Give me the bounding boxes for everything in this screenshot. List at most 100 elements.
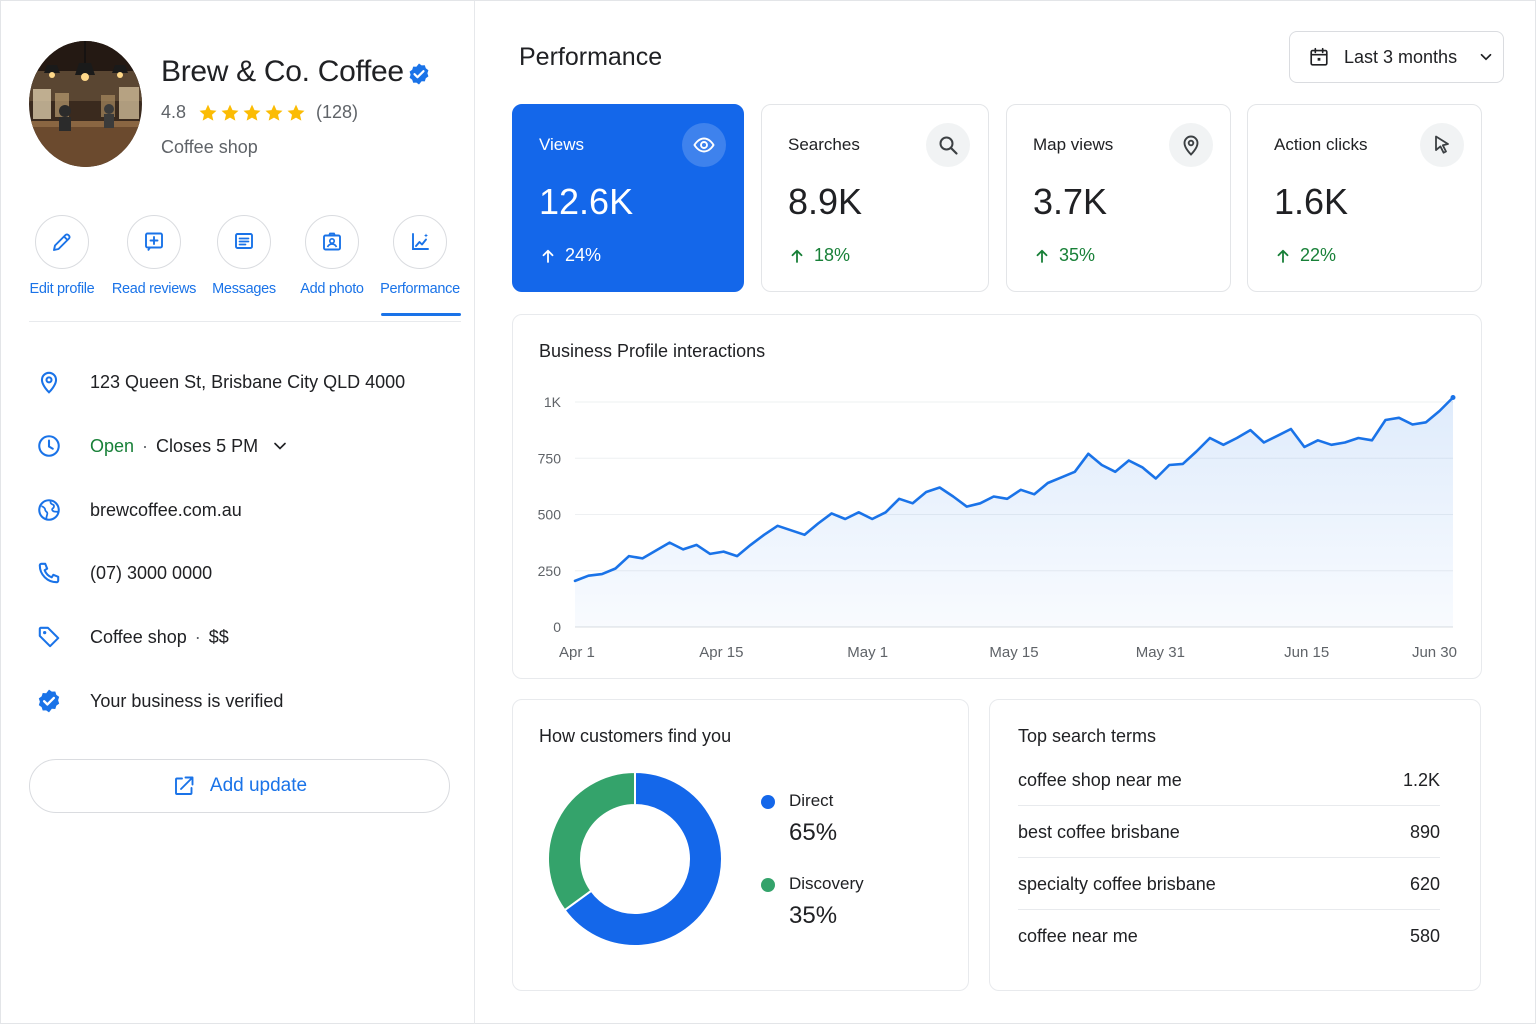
metric-label: Views <box>539 135 585 154</box>
action-label: Add photo <box>300 281 364 297</box>
message-icon <box>235 233 253 249</box>
legend-name: Discovery <box>789 874 864 893</box>
donut-title: How customers find you <box>539 726 732 746</box>
hours-text: Open · Closes 5 PM <box>90 435 259 456</box>
location-pin-icon <box>40 371 58 394</box>
pencil-icon <box>53 233 71 251</box>
metric-value: 1.6K <box>1274 181 1349 222</box>
y-tick-label: 250 <box>538 563 562 579</box>
chevron-down-icon <box>1480 53 1492 61</box>
arrow-up-icon <box>542 249 554 263</box>
metric-label: Map views <box>1033 135 1114 154</box>
search-term-count: 1.2K <box>1402 770 1440 790</box>
action-label: Read reviews <box>111 281 197 297</box>
search-term-row: coffee shop near me 1.2K <box>1018 770 1440 822</box>
row-divider <box>1018 909 1440 910</box>
quick-actions: Edit profile Read reviews Messages Add p… <box>17 215 467 315</box>
verified-check-icon <box>409 63 429 85</box>
rating-value: 4.8 <box>161 102 187 122</box>
donut-slice-discovery[interactable] <box>547 770 636 912</box>
x-tick-label: Apr 1 <box>559 644 595 661</box>
category-row[interactable]: Coffee shop · $$ <box>35 622 455 652</box>
x-tick-label: May 15 <box>989 644 1038 661</box>
arrow-up-icon <box>791 249 803 263</box>
verified-row: Your business is verified <box>35 686 455 716</box>
closing-time: Closes 5 PM <box>156 435 259 456</box>
metric-label: Action clicks <box>1274 135 1368 154</box>
add-photo-button[interactable]: Add photo <box>287 215 377 297</box>
search-term-count: 580 <box>1409 926 1440 946</box>
search-term-row: specialty coffee brisbane 620 <box>1018 874 1440 926</box>
read-reviews-button[interactable]: Read reviews <box>109 215 199 297</box>
website-row[interactable]: brewcoffee.com.au <box>35 495 455 525</box>
legend-value: 65% <box>789 819 838 846</box>
legend-name: Direct <box>789 791 834 810</box>
series-line <box>573 396 1455 583</box>
y-tick-label: 500 <box>538 507 562 523</box>
star-icon <box>265 104 283 121</box>
metric-card-views[interactable]: Views 12.6K 24% <box>512 104 744 292</box>
y-tick-label: 1K <box>544 394 562 410</box>
eye-icon <box>693 137 715 153</box>
row-divider <box>1018 857 1440 858</box>
page-title: Performance <box>519 43 663 71</box>
performance-tab-button[interactable]: Performance <box>375 215 465 297</box>
interactions-chart-card: Business Profile interactions 0 250 500 750… <box>512 314 1482 679</box>
x-tick-label: Jun 15 <box>1284 644 1329 661</box>
legend-value: 35% <box>789 902 838 929</box>
address-row[interactable]: 123 Queen St, Brisbane City QLD 4000 <box>35 367 455 397</box>
metric-card-searches[interactable]: Searches 8.9K 18% <box>761 104 989 292</box>
search-term: coffee shop near me <box>1018 770 1182 790</box>
business-name: Brew & Co. Coffee <box>161 55 404 88</box>
x-tick-label: May 1 <box>847 644 888 661</box>
y-tick-label: 0 <box>553 619 561 635</box>
business-photo-avatar[interactable] <box>29 41 142 167</box>
phone-text[interactable]: (07) 3000 0000 <box>90 562 213 583</box>
customer-source-donut <box>547 770 723 947</box>
rating-row: 4.8 (128) <box>161 102 358 123</box>
tag-icon <box>38 626 60 648</box>
date-range-value: Last 3 months <box>1344 46 1458 67</box>
action-label: Edit profile <box>29 281 95 297</box>
active-tab-indicator <box>381 313 461 316</box>
chevron-down-icon[interactable] <box>270 436 290 456</box>
chart-title: Business Profile interactions <box>539 341 766 361</box>
x-tick-label: Jun 30 <box>1412 644 1457 661</box>
globe-icon <box>38 499 60 521</box>
search-term: coffee near me <box>1018 926 1138 946</box>
metric-value: 8.9K <box>788 181 863 222</box>
reviews-count[interactable]: (128) <box>316 102 359 122</box>
action-label: Performance <box>380 281 460 297</box>
category-name: Coffee shop <box>90 626 187 647</box>
performance-icon <box>412 233 429 250</box>
donut-slice-direct[interactable] <box>563 770 723 947</box>
website-text[interactable]: brewcoffee.com.au <box>90 499 242 520</box>
star-icon <box>243 104 261 121</box>
x-tick-label: Apr 15 <box>699 644 743 661</box>
star-icon <box>221 104 239 121</box>
terms-title: Top search terms <box>1018 726 1157 746</box>
star-icon <box>199 104 217 121</box>
metric-label: Searches <box>788 135 860 154</box>
star-icon <box>287 104 305 121</box>
metric-change: 35% <box>1033 245 1095 266</box>
search-term-row: coffee near me 580 <box>1018 926 1440 978</box>
row-divider <box>1018 805 1440 806</box>
calendar-icon <box>1310 47 1328 66</box>
price-level: $$ <box>208 626 229 647</box>
date-range-select[interactable]: Last 3 months <box>1289 31 1504 83</box>
metric-card-map-views[interactable]: Map views 3.7K 35% <box>1006 104 1231 292</box>
metric-card-action-clicks[interactable]: Action clicks 1.6K 22% <box>1247 104 1482 292</box>
add-update-button[interactable]: Add update <box>29 759 450 813</box>
hours-row[interactable]: Open · Closes 5 PM <box>35 431 455 461</box>
map-pin-icon <box>1183 135 1199 156</box>
metric-change: 18% <box>788 245 850 266</box>
edit-profile-button[interactable]: Edit profile <box>17 215 107 297</box>
metric-change: 22% <box>1274 245 1336 266</box>
phone-icon <box>38 562 60 584</box>
search-term: best coffee brisbane <box>1018 822 1180 842</box>
review-icon <box>145 232 163 252</box>
messages-button[interactable]: Messages <box>199 215 289 297</box>
phone-row[interactable]: (07) 3000 0000 <box>35 558 455 588</box>
clock-icon <box>38 435 60 457</box>
